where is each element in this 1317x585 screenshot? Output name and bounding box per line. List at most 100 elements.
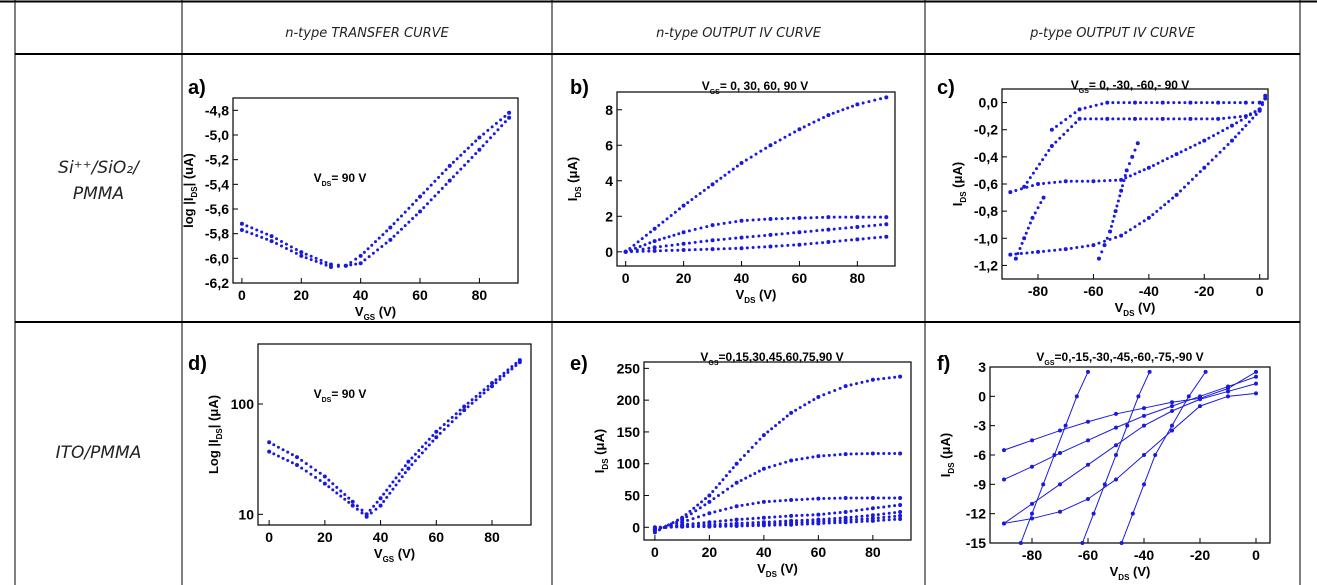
data-point: [816, 454, 821, 459]
series-2: [1002, 381, 1258, 526]
data-point-fill: [403, 210, 407, 214]
data-point-fill: [1033, 211, 1037, 215]
data-point-fill: [783, 135, 787, 139]
data-point-fill: [757, 469, 761, 473]
data-point: [768, 232, 773, 237]
data-point-fill: [687, 241, 691, 245]
data-point: [462, 404, 467, 409]
data-point-fill: [716, 247, 720, 251]
data-point: [826, 227, 831, 232]
data-point-fill: [716, 222, 720, 226]
data-point: [1077, 116, 1082, 121]
x-tick-label: 80: [484, 529, 500, 545]
data-point: [418, 194, 423, 199]
data-point-fill: [821, 228, 825, 232]
data-point-fill: [458, 408, 462, 412]
data-point-fill: [284, 242, 288, 246]
data-point-fill: [1026, 226, 1030, 230]
data-point-fill: [876, 513, 880, 517]
data-point-fill: [1172, 101, 1176, 105]
data-point: [490, 384, 494, 389]
data-point-fill: [724, 507, 728, 511]
data-point-fill: [466, 405, 470, 409]
data-point-fill: [1198, 141, 1202, 145]
data-point-fill: [677, 207, 681, 211]
data-point-fill: [698, 506, 702, 510]
data-point-fill: [855, 509, 859, 513]
data-point-fill: [882, 377, 886, 381]
y-tick-label: -0,2: [974, 122, 998, 138]
y-tick-label: 50: [624, 488, 640, 504]
data-point-fill: [498, 377, 502, 381]
data-point-fill: [500, 124, 504, 128]
series-1: [1002, 374, 1258, 482]
data-point-fill: [734, 220, 738, 224]
data-point-fill: [343, 497, 347, 501]
data-point-fill: [855, 518, 859, 522]
data-point: [477, 135, 482, 140]
data-point-fill: [827, 517, 831, 521]
data-point-fill: [324, 260, 328, 264]
chart-c: c) VGS= 0, -30, -60,- 90 V -80 -60 -40 -20 0 0,…: [937, 77, 1269, 318]
data-point-fill: [482, 388, 486, 392]
data-point-fill: [751, 517, 755, 521]
data-point-fill: [384, 241, 388, 245]
series-5: [652, 513, 903, 530]
series-3: [1049, 100, 1262, 132]
data-point: [843, 452, 848, 457]
data-point-fill: [838, 453, 842, 457]
data-point-fill: [1042, 249, 1046, 253]
data-point-fill: [1036, 206, 1040, 210]
data-point: [1102, 482, 1107, 487]
data-point-fill: [1080, 179, 1084, 183]
y-tick-label: 2: [605, 208, 613, 224]
data-point-fill: [855, 452, 859, 456]
data-point: [267, 440, 272, 445]
data-point-fill: [809, 242, 813, 246]
data-point-fill: [739, 458, 743, 462]
data-point-fill: [1155, 117, 1159, 121]
data-point-fill: [1020, 241, 1024, 245]
data-point-fill: [1222, 116, 1226, 120]
data-point-fill: [304, 462, 308, 466]
data-point: [1124, 168, 1129, 173]
data-point-fill: [696, 515, 700, 519]
y-tick-label: -0,6: [974, 176, 998, 192]
data-point: [1226, 394, 1230, 399]
data-point-fill: [821, 215, 825, 219]
data-point-fill: [1222, 146, 1226, 150]
data-point: [507, 115, 512, 120]
data-point: [855, 215, 860, 220]
plot-frame: [616, 91, 896, 267]
data-point-fill: [1205, 101, 1209, 105]
data-point: [1077, 107, 1082, 112]
data-point-fill: [838, 511, 842, 515]
data-point-fill: [1109, 224, 1113, 228]
data-point-fill: [867, 215, 871, 219]
y-tick-label: 10: [238, 506, 254, 522]
x-tick-label: 0: [1252, 547, 1260, 563]
data-point-fill: [887, 376, 891, 380]
data-point-fill: [1031, 171, 1035, 175]
x-tick-label: 40: [373, 529, 389, 545]
data-point-fill: [407, 220, 411, 224]
series-1: [1008, 96, 1268, 257]
data-point-fill: [876, 496, 880, 500]
data-point-fill: [1124, 231, 1128, 235]
data-point-fill: [502, 374, 506, 378]
data-point-fill: [827, 453, 831, 457]
data-point-fill: [687, 229, 691, 233]
data-point-fill: [355, 507, 359, 511]
data-point-fill: [724, 519, 728, 523]
data-point-fill: [494, 378, 498, 382]
data-point-fill: [860, 508, 864, 512]
data-point-fill: [1161, 159, 1165, 163]
data-point: [1030, 464, 1034, 469]
data-point-fill: [1254, 112, 1258, 116]
data-point-fill: [425, 202, 429, 206]
data-point-fill: [822, 393, 826, 397]
data-point-fill: [304, 469, 308, 473]
data-point: [267, 449, 272, 454]
data-point-fill: [289, 249, 293, 253]
data-point-fill: [729, 524, 733, 528]
